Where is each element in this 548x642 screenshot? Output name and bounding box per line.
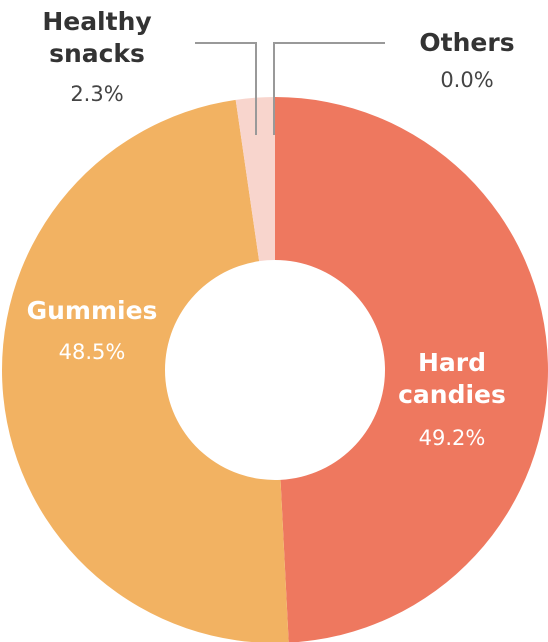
leader-line <box>273 42 385 135</box>
segment-label: Others <box>419 28 515 57</box>
segment-label: Healthy snacks <box>42 7 152 68</box>
value-label: 48.5% <box>58 340 126 364</box>
donut-segment <box>2 99 289 642</box>
segment-label: Hard candies <box>398 348 506 409</box>
value-label: 49.2% <box>418 426 486 450</box>
value-label: 2.3% <box>70 82 124 106</box>
donut-segment <box>275 97 548 642</box>
leader-line <box>195 42 257 135</box>
value-label: 0.0% <box>440 68 494 92</box>
donut-segment <box>235 97 275 262</box>
segment-label: Gummies <box>26 296 158 325</box>
